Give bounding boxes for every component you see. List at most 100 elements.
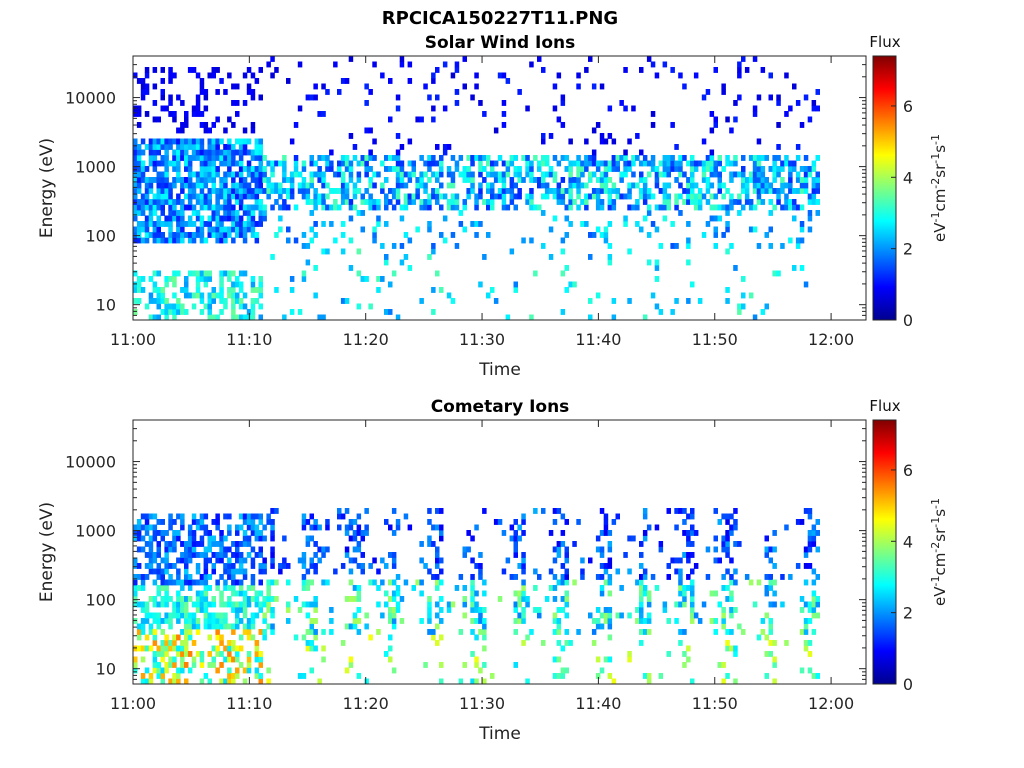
heatmap-cell	[399, 61, 405, 68]
heatmap-cell	[525, 193, 530, 200]
heatmap-cell	[254, 552, 260, 558]
heatmap-cell	[407, 237, 413, 244]
heatmap-cell	[795, 188, 801, 194]
heatmap-cell	[274, 67, 279, 73]
heatmap-cell	[611, 166, 617, 172]
heatmap-cell	[666, 199, 671, 205]
heatmap-cell	[250, 309, 256, 315]
heatmap-cell	[207, 199, 212, 205]
heatmap-cell	[690, 281, 695, 288]
heatmap-cell	[560, 248, 566, 255]
heatmap-cell	[215, 612, 220, 619]
heatmap-cell	[223, 232, 228, 238]
heatmap-cell	[388, 634, 393, 641]
heatmap-cell	[501, 204, 507, 211]
heatmap-cell	[313, 618, 318, 624]
heatmap-cell	[203, 221, 209, 227]
heatmap-cell	[642, 673, 648, 679]
heatmap-cell	[709, 182, 715, 189]
heatmap-cell	[686, 243, 691, 249]
heatmap-cell	[639, 171, 644, 178]
heatmap-cell	[690, 618, 695, 624]
heatmap-cell	[313, 265, 318, 271]
heatmap-cell	[584, 155, 589, 161]
heatmap-cell	[187, 237, 193, 244]
heatmap-cell	[133, 574, 138, 580]
heatmap-cell	[246, 149, 252, 156]
heatmap-cell	[811, 193, 817, 200]
heatmap-cell	[278, 204, 283, 211]
heatmap-cell	[674, 204, 679, 211]
heatmap-cell	[603, 612, 609, 619]
heatmap-cell	[674, 199, 679, 205]
heatmap-cell	[227, 596, 232, 602]
heatmap-cell	[344, 524, 350, 531]
heatmap-cell	[266, 585, 271, 591]
heatmap-cell	[525, 155, 530, 161]
heatmap-cell	[756, 634, 762, 641]
heatmap-cell	[168, 645, 173, 652]
heatmap-cell	[172, 232, 177, 238]
heatmap-cell	[595, 292, 601, 299]
heatmap-cell	[207, 309, 212, 315]
heatmap-cell	[372, 226, 377, 233]
heatmap-cell	[760, 188, 766, 194]
x-tick-label: 11:50	[692, 330, 738, 349]
heatmap-cell	[772, 563, 777, 569]
heatmap-cell	[321, 182, 326, 189]
heatmap-cell	[156, 662, 161, 668]
heatmap-cell	[235, 221, 240, 227]
heatmap-cell	[384, 155, 389, 161]
heatmap-cell	[203, 94, 209, 101]
heatmap-cell	[325, 248, 330, 255]
heatmap-cell	[505, 557, 511, 564]
heatmap-cell	[784, 199, 789, 205]
heatmap-cell	[521, 519, 526, 525]
heatmap-cell	[623, 193, 628, 200]
heatmap-cell	[309, 182, 314, 189]
heatmap-cell	[140, 138, 146, 145]
heatmap-cell	[180, 303, 185, 310]
heatmap-cell	[215, 116, 220, 123]
heatmap-cell	[541, 138, 546, 145]
heatmap-cell	[678, 508, 683, 514]
heatmap-cell	[517, 524, 522, 531]
heatmap-cell	[674, 601, 679, 608]
heatmap-cell	[493, 298, 499, 304]
heatmap-cell	[670, 309, 675, 315]
heatmap-cell	[591, 193, 597, 200]
heatmap-cell	[180, 552, 185, 558]
heatmap-cell	[317, 524, 322, 531]
heatmap-cell	[693, 530, 699, 536]
heatmap-cell	[144, 144, 150, 150]
heatmap-cell	[662, 182, 668, 189]
heatmap-cell	[642, 314, 648, 321]
heatmap-cell	[427, 160, 432, 167]
heatmap-cell	[168, 623, 173, 630]
heatmap-cell	[470, 188, 475, 194]
heatmap-cell	[164, 568, 169, 575]
heatmap-cell	[301, 557, 307, 564]
colorbar-tick-label: 0	[903, 675, 913, 694]
heatmap-cell	[184, 607, 189, 613]
heatmap-cell	[497, 596, 503, 602]
heatmap-cell	[768, 618, 773, 624]
heatmap-cell	[388, 645, 393, 652]
heatmap-cell	[513, 629, 518, 635]
heatmap-cell	[690, 524, 695, 531]
heatmap-cell	[533, 270, 538, 277]
heatmap-cell	[690, 596, 695, 602]
heatmap-cell	[560, 673, 566, 679]
heatmap-cell	[184, 579, 189, 586]
heatmap-cell	[191, 292, 197, 299]
heatmap-cell	[301, 634, 307, 641]
heatmap-cell	[348, 199, 354, 205]
heatmap-cell	[144, 519, 150, 525]
heatmap-cell	[274, 199, 279, 205]
heatmap-cell	[250, 166, 256, 172]
heatmap-cell	[133, 590, 138, 597]
heatmap-cell	[313, 199, 318, 205]
heatmap-cell	[407, 160, 413, 167]
heatmap-cell	[584, 221, 589, 227]
heatmap-cell	[219, 552, 224, 558]
